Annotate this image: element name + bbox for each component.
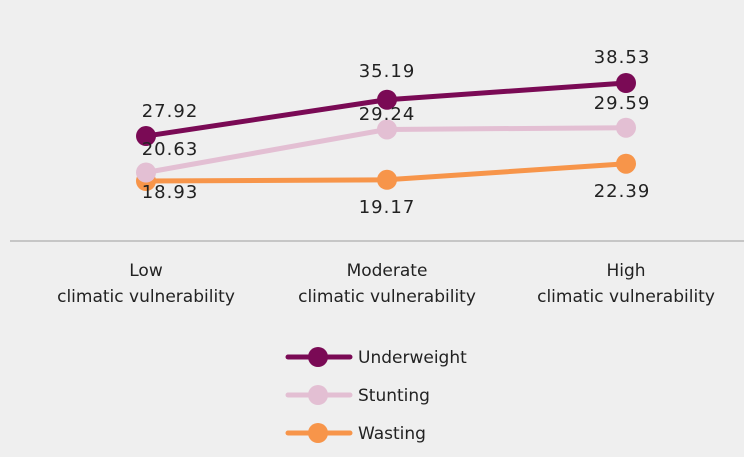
- x-tick-label-3-line-2: climatic vulnerability: [537, 287, 715, 307]
- data-label-stunting-1: 20.63: [142, 139, 199, 160]
- legend-label-wasting: Wasting: [358, 424, 426, 444]
- legend: Underweight Stunting Wasting: [285, 347, 467, 444]
- data-label-underweight-2: 35.19: [359, 61, 416, 82]
- data-label-underweight-1: 27.92: [142, 101, 199, 122]
- x-tick-label-2-line-2: climatic vulnerability: [298, 287, 476, 307]
- data-point-stunting-2: [377, 119, 397, 140]
- data-point-stunting-3: [616, 117, 636, 138]
- data-point-wasting-2: [377, 169, 397, 190]
- x-tick-label-1-line-2: climatic vulnerability: [57, 287, 235, 307]
- x-tick-labels: Low climatic vulnerability Moderate climati…: [57, 261, 715, 307]
- legend-marker-wasting: [308, 423, 328, 443]
- data-point-wasting-3: [616, 153, 636, 174]
- data-label-stunting-2: 29.24: [359, 104, 416, 125]
- legend-marker-underweight: [308, 347, 328, 367]
- data-labels: 27.92 35.19 38.53 20.63 29.24 29.59 18.93 19.17…: [142, 47, 651, 218]
- legend-label-stunting: Stunting: [358, 386, 430, 406]
- legend-label-underweight: Underweight: [358, 348, 467, 368]
- series-points: [136, 73, 636, 191]
- x-tick-label-2-line-1: Moderate: [347, 261, 428, 281]
- data-label-wasting-3: 22.39: [594, 181, 651, 202]
- data-label-stunting-3: 29.59: [594, 93, 651, 114]
- x-tick-label-1-line-1: Low: [129, 261, 163, 281]
- data-label-underweight-3: 38.53: [594, 47, 651, 68]
- data-point-underweight-2: [377, 89, 397, 110]
- data-point-underweight-1: [136, 126, 156, 147]
- data-point-stunting-1: [136, 162, 156, 183]
- x-tick-label-3-line-1: High: [606, 261, 645, 281]
- data-point-underweight-3: [616, 73, 636, 93]
- legend-marker-stunting: [308, 385, 328, 405]
- data-label-wasting-2: 19.17: [359, 197, 416, 218]
- data-label-wasting-1: 18.93: [142, 182, 199, 203]
